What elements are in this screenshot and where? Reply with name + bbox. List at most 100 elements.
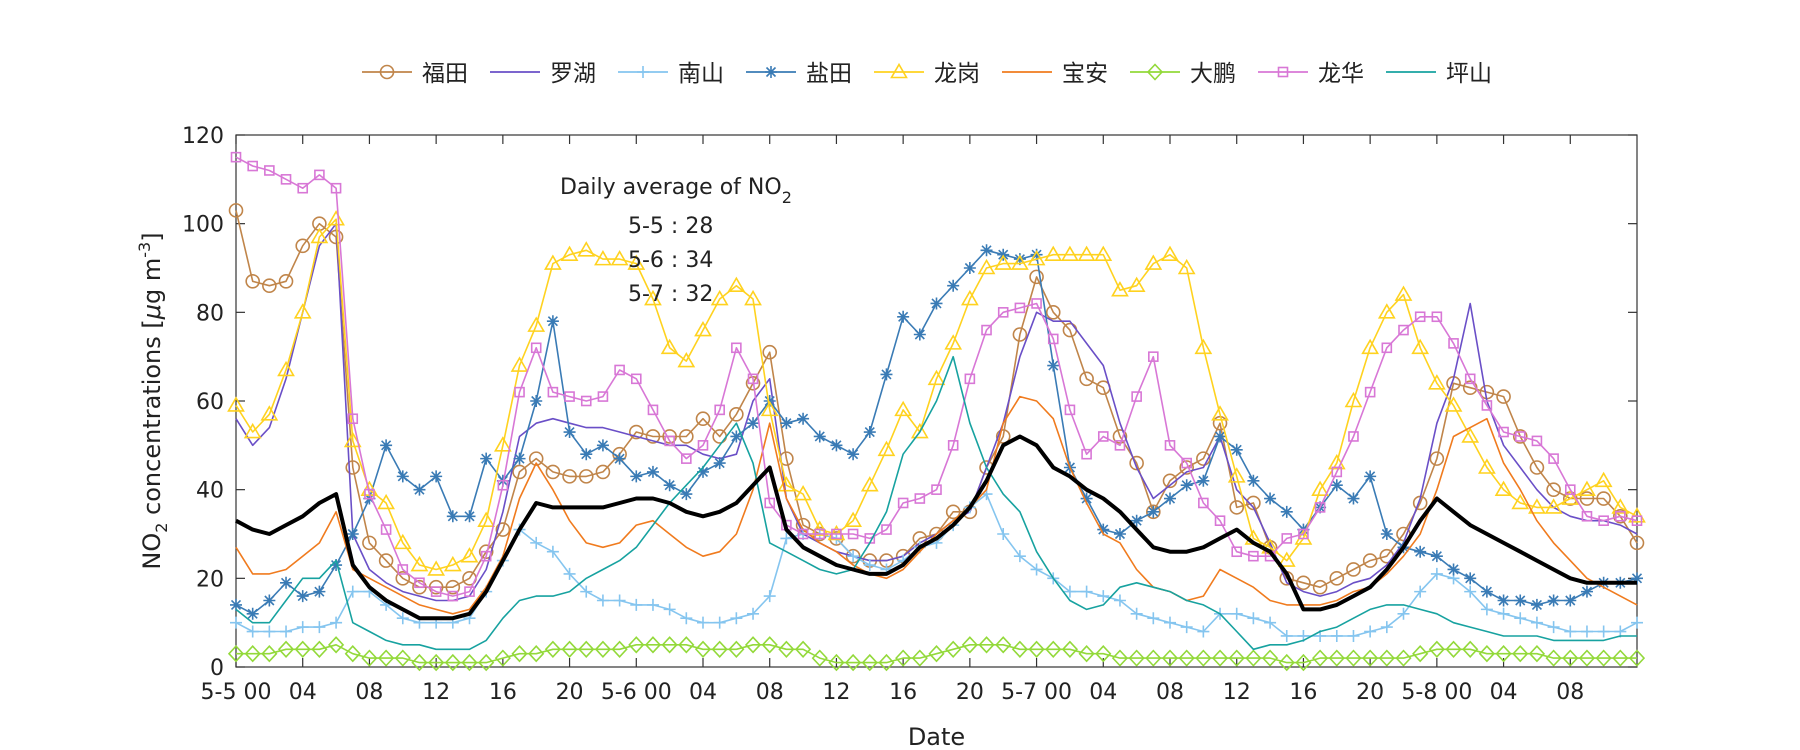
- series-5: [227, 210, 1646, 576]
- data-point: [1347, 629, 1360, 642]
- data-point: [627, 254, 646, 270]
- data-point: [1180, 479, 1193, 492]
- data-point: [1097, 431, 1109, 442]
- data-point: [1131, 391, 1142, 402]
- data-point: [1530, 598, 1543, 611]
- legend-label: 大鹏: [1190, 61, 1236, 87]
- data-point: [578, 469, 594, 484]
- data-point: [364, 488, 375, 500]
- data-point: [596, 594, 609, 607]
- data-point: [413, 483, 426, 496]
- data-point: [1011, 640, 1028, 658]
- data-point: [727, 276, 746, 293]
- data-point: [445, 579, 461, 595]
- data-point: [580, 448, 593, 461]
- data-point: [1245, 649, 1262, 667]
- x-tick-label: 08: [756, 680, 784, 705]
- data-point: [1547, 594, 1560, 607]
- data-point: [914, 493, 926, 504]
- data-point: [747, 607, 760, 620]
- data-point: [1464, 585, 1477, 598]
- legend-item: 福田: [362, 61, 468, 87]
- data-point: [294, 640, 311, 658]
- data-point: [264, 165, 275, 176]
- data-point: [280, 174, 292, 185]
- legend-label: 龙华: [1318, 61, 1364, 87]
- data-point: [928, 645, 945, 663]
- x-tick-label: 5-8 00: [1401, 680, 1472, 705]
- data-point: [1631, 616, 1643, 629]
- data-point: [580, 585, 593, 598]
- legend-item: 南山: [618, 61, 724, 87]
- data-point: [313, 621, 326, 634]
- data-point: [644, 289, 662, 306]
- data-point: [1431, 311, 1443, 323]
- data-point: [947, 440, 959, 451]
- legend-label: 宝安: [1062, 61, 1108, 87]
- data-point: [1381, 342, 1393, 354]
- data-point: [1494, 480, 1513, 496]
- data-point: [713, 457, 726, 470]
- legend-item: 坪山: [1386, 61, 1492, 87]
- data-point: [660, 338, 679, 355]
- data-point: [1094, 245, 1113, 262]
- x-tick-label: 04: [689, 680, 717, 705]
- series-8: [230, 151, 1643, 602]
- data-point: [611, 640, 628, 658]
- data-point: [246, 607, 259, 620]
- data-point: [1164, 492, 1176, 505]
- data-point: [694, 640, 712, 658]
- data-point: [277, 640, 295, 658]
- data-point: [647, 404, 659, 416]
- data-point: [1495, 645, 1512, 663]
- data-point: [1312, 579, 1328, 595]
- data-point: [677, 351, 696, 368]
- data-point: [845, 653, 862, 672]
- data-point: [397, 564, 409, 575]
- data-point: [1064, 404, 1076, 416]
- data-point: [1197, 625, 1210, 638]
- data-point: [1378, 649, 1395, 667]
- data-point: [860, 476, 879, 492]
- data-point: [1394, 285, 1413, 301]
- data-point: [662, 429, 677, 444]
- data-point: [894, 400, 913, 417]
- data-point: [1578, 480, 1596, 496]
- data-point: [1230, 607, 1243, 620]
- data-point: [1161, 649, 1179, 667]
- data-point: [1544, 498, 1563, 514]
- data-point: [810, 520, 829, 536]
- data-point: [697, 465, 709, 478]
- data-point: [1264, 492, 1277, 505]
- data-point: [897, 310, 910, 323]
- data-point: [480, 452, 493, 465]
- data-point: [411, 653, 428, 672]
- data-point: [1012, 327, 1028, 342]
- y-tick-label: 80: [196, 301, 224, 326]
- data-point: [597, 391, 609, 402]
- data-point: [1130, 607, 1143, 620]
- data-point: [764, 497, 776, 509]
- data-point: [1029, 269, 1044, 285]
- data-point: [594, 640, 612, 658]
- data-point: [1528, 645, 1546, 663]
- data-point: [1194, 338, 1213, 355]
- data-point: [1178, 649, 1195, 667]
- series-average: [235, 434, 1637, 621]
- data-point: [814, 528, 826, 540]
- data-point: [1330, 479, 1343, 492]
- data-point: [813, 430, 826, 443]
- data-point: [1598, 515, 1609, 527]
- y-tick-label: 40: [196, 479, 224, 504]
- data-point: [514, 386, 525, 398]
- data-point: [1580, 585, 1593, 598]
- data-point: [711, 640, 728, 658]
- data-point: [1144, 254, 1163, 270]
- data-point: [963, 262, 976, 274]
- data-point: [310, 227, 329, 244]
- data-point: [227, 645, 245, 663]
- data-point: [428, 579, 444, 595]
- x-tick-label: 20: [556, 680, 584, 705]
- data-point: [1278, 653, 1295, 672]
